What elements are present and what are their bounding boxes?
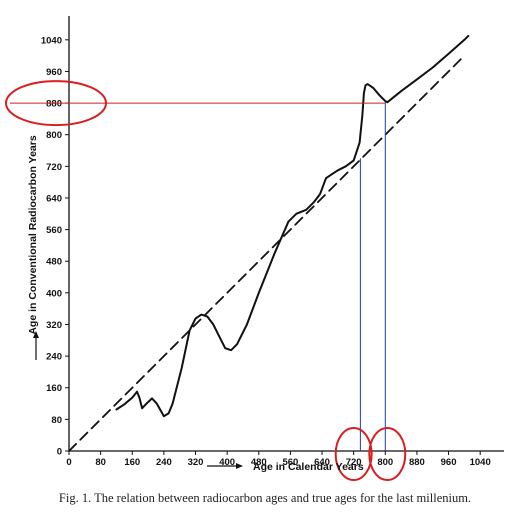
y-tick-label: 640 <box>46 193 62 204</box>
chart-svg: 0 80 160 240 320 400 480 560 640 720 800 880 960 1040… <box>5 16 504 481</box>
y-tick-label: 720 <box>46 162 62 173</box>
x-axis-title: Age in Calendar Years <box>253 461 364 473</box>
x-tick-label: 800 <box>377 457 393 468</box>
x-axis-arrow-icon <box>207 463 243 469</box>
axes-group <box>68 16 504 452</box>
axis-arrows-group <box>33 331 243 469</box>
y-tick-label: 80 <box>51 415 62 426</box>
red-ellipse-x800 <box>368 427 407 481</box>
axis-titles-group: Age in Calendar Years Age in Conventiona… <box>27 135 364 473</box>
x-tick-label: 480 <box>251 457 267 468</box>
y-tick-label: 400 <box>46 288 62 299</box>
y-tick-label: 1040 <box>41 35 62 46</box>
annotations-group <box>5 80 407 481</box>
figure-caption: Fig. 1. The relation between radiocarbon… <box>58 491 472 505</box>
identity-dashed-line <box>68 54 466 452</box>
y-tick-label: 880 <box>46 99 62 110</box>
y-axis-arrow-icon <box>33 331 39 360</box>
ticks-group: 0 80 160 240 320 400 480 560 640 720 800 880 960 1040… <box>41 35 491 468</box>
y-tick-label: 320 <box>46 320 62 331</box>
x-tick-label: 80 <box>95 457 106 468</box>
x-tick-label: 640 <box>314 457 330 468</box>
x-tick-label: 1040 <box>470 457 491 468</box>
x-tick-label: 240 <box>156 457 172 468</box>
red-ellipse-x720 <box>334 427 373 481</box>
x-tick-label: 0 <box>66 457 71 468</box>
red-ellipse-y880 <box>5 80 107 127</box>
calibration-curve-line <box>115 34 470 418</box>
series-group <box>68 34 470 452</box>
y-axis-title: Age in Conventional Radiocarbon Years <box>27 135 39 335</box>
x-tick-label: 960 <box>441 457 457 468</box>
y-tick-label: 560 <box>46 225 62 236</box>
y-tick-label: 800 <box>46 130 62 141</box>
y-tick-label: 0 <box>57 447 62 458</box>
x-tick-label: 400 <box>219 457 235 468</box>
y-tick-label: 240 <box>46 352 62 363</box>
x-tick-label: 720 <box>346 457 362 468</box>
x-tick-label: 560 <box>282 457 298 468</box>
x-tick-label: 320 <box>188 457 204 468</box>
x-tick-label: 160 <box>124 457 140 468</box>
y-tick-label: 160 <box>46 383 62 394</box>
y-tick-label: 480 <box>46 257 62 268</box>
y-tick-label: 960 <box>46 67 62 78</box>
x-tick-label: 880 <box>409 457 425 468</box>
